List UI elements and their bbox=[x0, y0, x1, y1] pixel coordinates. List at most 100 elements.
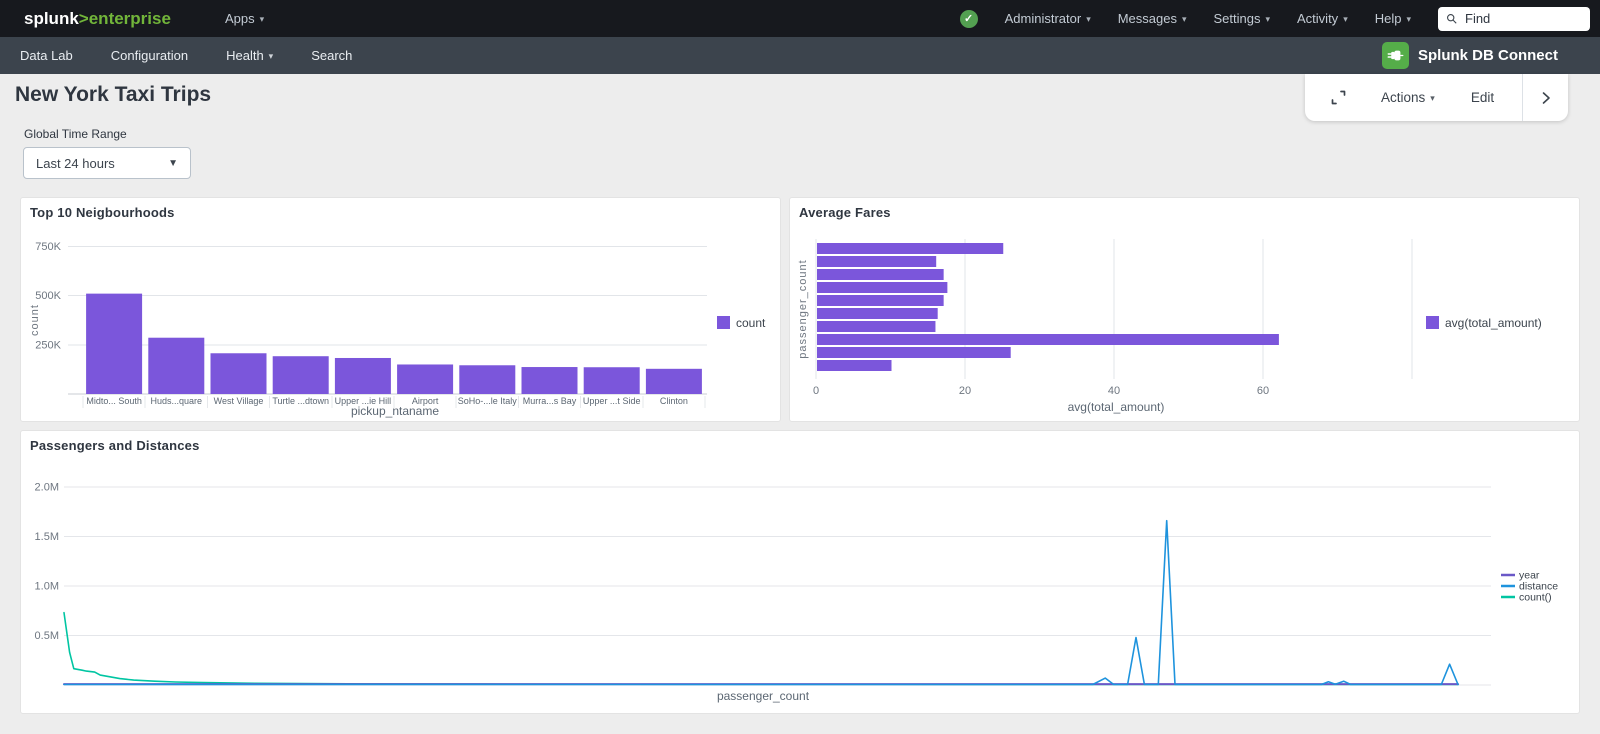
find-search-box[interactable] bbox=[1438, 6, 1590, 31]
legend-label[interactable]: year bbox=[1519, 570, 1540, 582]
x-category-label: Airport bbox=[412, 396, 439, 406]
logo-brand: splunk bbox=[24, 8, 79, 28]
x-axis-title: passenger_count bbox=[717, 689, 810, 703]
chevron-down-icon: ▾ bbox=[1343, 14, 1348, 24]
y-tick-label: 1.5M bbox=[35, 531, 59, 543]
x-tick-label: 40 bbox=[1108, 385, 1120, 397]
bar[interactable] bbox=[817, 347, 1011, 358]
panel-title: Average Fares bbox=[799, 205, 891, 220]
bar[interactable] bbox=[272, 356, 329, 394]
count()-line[interactable] bbox=[63, 611, 1459, 686]
menu-help[interactable]: Help ▾ bbox=[1374, 11, 1411, 26]
y-tick-label: 2.0M bbox=[35, 482, 59, 494]
average-fares-chart[interactable]: 0 20 40 60passenger_countavg(total_amount)a… bbox=[790, 198, 1579, 421]
x-category-label: Midto... South bbox=[86, 396, 142, 406]
bar[interactable] bbox=[148, 337, 205, 394]
chevron-down-icon: ▾ bbox=[1265, 14, 1271, 24]
nav-search[interactable]: Search bbox=[311, 48, 353, 63]
bar[interactable] bbox=[817, 269, 944, 280]
x-category-label: Huds...quare bbox=[151, 396, 203, 406]
x-category-label: Murra...s Bay bbox=[523, 396, 577, 406]
menu-settings[interactable]: Settings ▾ bbox=[1213, 11, 1271, 26]
apps-menu[interactable]: Apps ▾ bbox=[225, 11, 264, 26]
bar[interactable] bbox=[210, 353, 267, 394]
check-icon: ✓ bbox=[964, 13, 974, 25]
app-nav-items: Data Lab Configuration Health ▾ Search bbox=[20, 48, 352, 63]
menu-administrator[interactable]: Administrator ▾ bbox=[1004, 11, 1091, 26]
search-icon bbox=[1447, 14, 1457, 24]
chevron-down-icon: ▾ bbox=[1406, 14, 1411, 24]
next-button[interactable] bbox=[1523, 89, 1568, 107]
legend-swatch[interactable] bbox=[717, 316, 730, 329]
panel-average-fares: 0 20 40 60 passenger_count avg(total_amount) a… bbox=[789, 197, 1580, 422]
menu-messages[interactable]: Messages ▾ bbox=[1117, 11, 1187, 26]
app-identity[interactable]: Splunk DB Connect bbox=[1381, 42, 1558, 69]
bar[interactable] bbox=[397, 364, 454, 394]
x-tick-label: 60 bbox=[1257, 385, 1269, 397]
x-axis-title: avg(total_amount) bbox=[1068, 400, 1165, 414]
x-axis-title: pickup_ntaname bbox=[351, 404, 439, 418]
edit-button[interactable]: Edit bbox=[1470, 90, 1495, 105]
toolbar-divider bbox=[1522, 74, 1524, 121]
actions-button[interactable]: Actions ▾ bbox=[1381, 90, 1435, 105]
time-range-value: Last 24 hours bbox=[36, 155, 115, 171]
bar[interactable] bbox=[817, 256, 937, 267]
x-tick-label: 0 bbox=[813, 385, 819, 397]
y-tick-label: 0.5M bbox=[35, 630, 59, 642]
dashboard-action-toolbar: Actions ▾ Edit bbox=[1305, 74, 1568, 121]
x-category-label: Upper ...t Side bbox=[583, 396, 641, 406]
page-title: New York Taxi Trips bbox=[15, 83, 212, 106]
apps-label: Apps bbox=[224, 11, 255, 26]
y-axis-title: count bbox=[29, 304, 41, 336]
bar[interactable] bbox=[817, 308, 938, 319]
find-input[interactable] bbox=[1463, 10, 1582, 27]
health-status-icon[interactable]: ✓ bbox=[959, 9, 978, 28]
nav-health[interactable]: Health ▾ bbox=[226, 48, 274, 63]
panel-title: Passengers and Distances bbox=[30, 438, 200, 453]
y-tick-label: 750K bbox=[35, 241, 61, 253]
bar[interactable] bbox=[817, 282, 948, 293]
distance-line[interactable] bbox=[63, 519, 1459, 686]
legend-label[interactable]: distance bbox=[1519, 581, 1558, 593]
top-bar-right: ✓ Administrator ▾ Messages ▾ Settings ▾ Act… bbox=[959, 6, 1590, 31]
bar[interactable] bbox=[521, 367, 578, 394]
chevron-down-icon: ▾ bbox=[259, 14, 265, 24]
x-category-label: West Village bbox=[214, 396, 264, 406]
bar[interactable] bbox=[459, 365, 516, 394]
chevron-down-icon: ▾ bbox=[1430, 93, 1435, 103]
nav-data-lab[interactable]: Data Lab bbox=[20, 48, 73, 63]
bar[interactable] bbox=[817, 321, 936, 332]
bar[interactable] bbox=[645, 368, 702, 394]
splunk-logo[interactable]: splunk>enterprise bbox=[24, 9, 171, 29]
bar[interactable] bbox=[817, 295, 944, 306]
time-range-dropdown[interactable]: Last 24 hours ▼ bbox=[23, 147, 191, 179]
legend-label[interactable]: count bbox=[736, 316, 766, 330]
panel-passengers-and-distances: 0.5M 1.0M 1.5M 2.0M year distance count() passe… bbox=[20, 430, 1580, 714]
app-nav-bar: Data Lab Configuration Health ▾ Search Sp… bbox=[0, 37, 1600, 74]
bar[interactable] bbox=[334, 357, 391, 394]
menu-activity[interactable]: Activity ▾ bbox=[1297, 11, 1348, 26]
top-10-neighbourhoods-chart[interactable]: 250K 500K 750K Midto... South Huds...quare We… bbox=[21, 198, 780, 421]
chevron-down-icon: ▾ bbox=[268, 51, 274, 61]
x-category-label: SoHo-...le Italy bbox=[458, 396, 518, 406]
x-category-label: Turtle ...dtown bbox=[272, 396, 329, 406]
bar[interactable] bbox=[817, 334, 1279, 345]
bar[interactable] bbox=[86, 293, 143, 394]
legend-swatch[interactable] bbox=[1426, 316, 1439, 329]
bar[interactable] bbox=[583, 367, 640, 394]
app-name: Splunk DB Connect bbox=[1417, 47, 1558, 64]
legend-label[interactable]: avg(total_amount) bbox=[1445, 316, 1542, 330]
bar[interactable] bbox=[817, 243, 1004, 254]
fullscreen-button[interactable] bbox=[1329, 88, 1348, 107]
x-tick-label: 20 bbox=[959, 385, 971, 397]
nav-configuration[interactable]: Configuration bbox=[110, 48, 189, 63]
y-axis-title: passenger_count bbox=[797, 259, 809, 358]
y-tick-label: 250K bbox=[35, 339, 61, 351]
bar[interactable] bbox=[817, 360, 892, 371]
expand-icon bbox=[1331, 90, 1346, 105]
chevron-down-icon: ▾ bbox=[1181, 14, 1187, 24]
legend-label[interactable]: count() bbox=[1519, 592, 1552, 604]
logo-product: >enterprise bbox=[78, 8, 171, 28]
